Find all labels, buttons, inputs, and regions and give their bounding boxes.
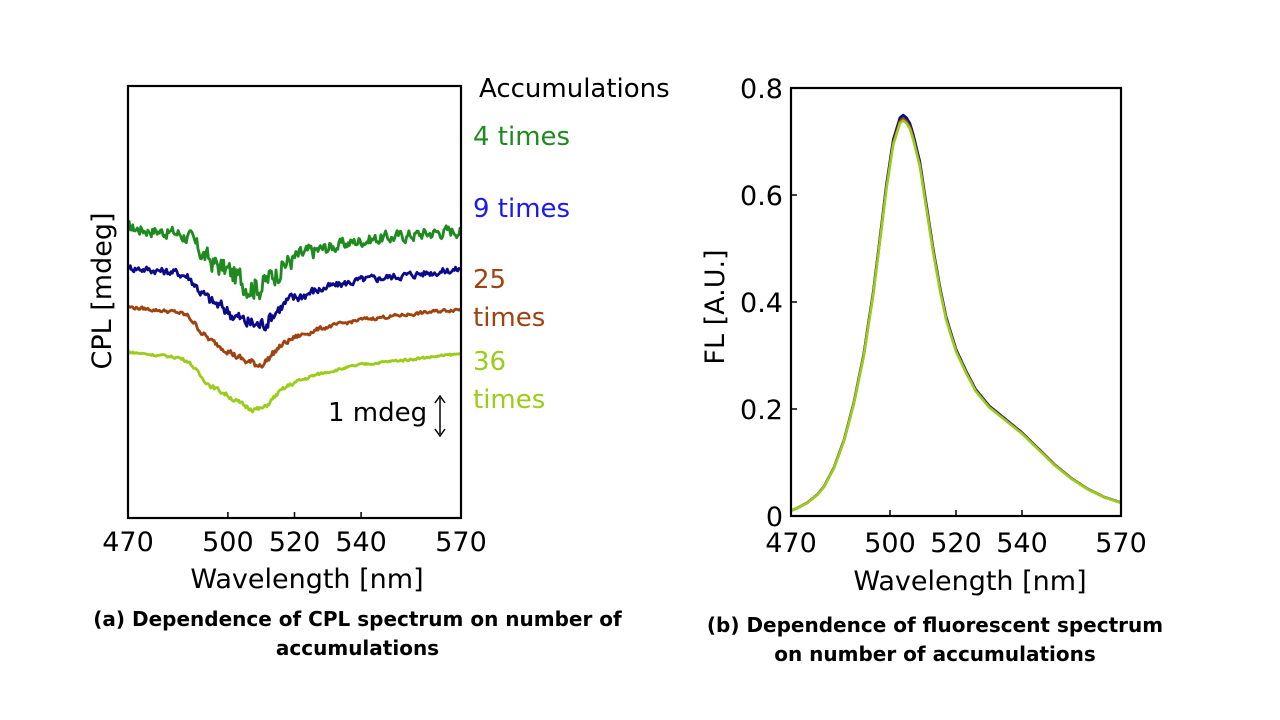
fl-y-tick-label: 0.6 xyxy=(740,181,783,212)
cpl-legend-label: 4 times xyxy=(473,122,570,152)
cpl-x-tick-label: 500 xyxy=(202,527,254,558)
scale-bar: 1 mdeg xyxy=(328,394,446,438)
fl-y-axis-label: FL [A.U.] xyxy=(700,249,731,364)
cpl-series-group xyxy=(126,220,462,414)
cpl-x-axis-label: Wavelength [nm] xyxy=(190,564,423,595)
cpl-plot-frame xyxy=(126,84,463,520)
cpl-x-tick-label: 520 xyxy=(269,527,321,558)
cpl-x-tick-label: 570 xyxy=(435,527,487,558)
fl-y-tick-label: 0 xyxy=(766,502,783,533)
cpl-x-tick-label: 540 xyxy=(335,527,387,558)
cpl-legend-label: 36 times xyxy=(473,347,545,415)
cpl-legend-label: 25 times xyxy=(473,265,545,333)
fl-panel: 470 500 520 540 570 0 0.2 0.4 0.6 0.8 Wavelength… xyxy=(700,74,1147,597)
scale-bar-arrow-down-icon xyxy=(434,428,446,438)
fl-y-tick-label: 0.4 xyxy=(740,288,783,319)
fl-y-tick-label: 0.2 xyxy=(740,395,783,426)
cpl-x-tick-label: 470 xyxy=(102,527,154,558)
fl-y-ticks: 0 0.2 0.4 0.6 0.8 xyxy=(740,74,797,533)
fl-x-tick-label: 500 xyxy=(864,528,916,559)
fl-series-group xyxy=(790,113,1122,512)
scale-bar-label: 1 mdeg xyxy=(328,398,427,428)
fl-x-tick-label: 540 xyxy=(996,528,1048,559)
scale-bar-arrow-up-icon xyxy=(434,394,446,404)
fl-x-tick-label: 520 xyxy=(930,528,982,559)
cpl-series-line xyxy=(126,264,462,332)
cpl-series-line xyxy=(126,220,462,301)
fl-x-tick-label: 570 xyxy=(1095,528,1147,559)
cpl-series-line xyxy=(127,305,462,369)
caption-b: (b) Dependence of fluorescent spectrum o… xyxy=(706,613,1164,666)
fl-x-axis-label: Wavelength [nm] xyxy=(853,566,1086,597)
cpl-legend: 4 times 9 times 25 times 36 times xyxy=(473,122,570,415)
cpl-y-axis-label: CPL [mdeg] xyxy=(87,212,118,369)
cpl-panel: 470 500 520 540 570 Wavelength [nm] CPL [mde… xyxy=(87,74,670,595)
caption-a: (a) Dependence of CPL spectrum on number… xyxy=(93,607,622,660)
cpl-series-line xyxy=(127,350,462,414)
fl-series-line xyxy=(790,119,1122,512)
fl-y-tick-label: 0.8 xyxy=(740,74,783,105)
fl-x-ticks: 470 500 520 540 570 xyxy=(765,510,1147,559)
fl-x-tick-label: 470 xyxy=(765,528,817,559)
accumulations-legend-title: Accumulations xyxy=(479,74,670,104)
cpl-legend-label: 9 times xyxy=(473,194,570,224)
cpl-x-ticks: 470 500 520 540 570 xyxy=(102,512,487,558)
